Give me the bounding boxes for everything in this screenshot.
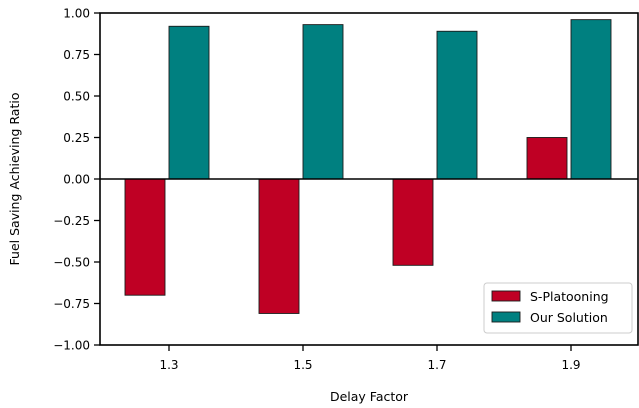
x-ticks: 1.3 1.5 1.7 1.9 [159, 345, 581, 372]
legend-box [483, 282, 633, 334]
bar-our-solution-1-9 [570, 19, 612, 180]
y-tick-label: 1.00 [63, 7, 90, 21]
legend-swatch [491, 311, 521, 323]
y-tick-label: 0.25 [63, 131, 90, 145]
x-tick-label: 1.9 [561, 358, 580, 372]
x-axis-label: Delay Factor [330, 389, 409, 404]
y-tick-label: 0.50 [63, 90, 90, 104]
legend: S-Platooning Our Solution [483, 282, 633, 334]
y-tick-label: −0.50 [53, 256, 90, 270]
bar-s-platooning-1-5 [258, 178, 300, 314]
x-tick-label: 1.3 [159, 358, 178, 372]
y-axis-label: Fuel Saving Achieving Ratio [7, 93, 22, 266]
bar-s-platooning-1-7 [392, 178, 434, 266]
bar-s-platooning-1-9 [526, 137, 568, 180]
y-tick-label: −0.25 [53, 214, 90, 228]
y-tick-label: 0.00 [63, 173, 90, 187]
y-tick-label: −0.75 [53, 297, 90, 311]
bar-our-solution-1-3 [168, 25, 210, 180]
y-ticks: −1.00 −0.75 −0.50 −0.25 0.00 0.25 0.50 0.75 1.00 [53, 7, 100, 353]
y-tick-label: −1.00 [53, 339, 90, 353]
bar-our-solution-1-5 [302, 24, 344, 180]
bar-s-platooning-1-3 [124, 178, 166, 296]
legend-label: Our Solution [530, 310, 608, 325]
bar-our-solution-1-7 [436, 30, 478, 180]
y-tick-label: 0.75 [63, 48, 90, 62]
legend-label: S-Platooning [530, 289, 609, 304]
x-tick-label: 1.5 [293, 358, 312, 372]
bars-layer [124, 19, 612, 314]
legend-swatch [491, 290, 521, 302]
x-tick-label: 1.7 [427, 358, 446, 372]
